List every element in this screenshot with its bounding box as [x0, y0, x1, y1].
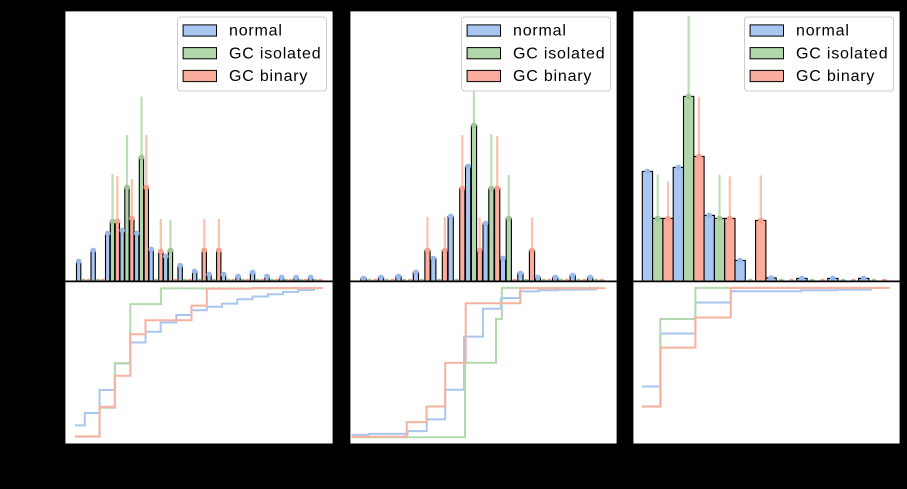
svg-text:normal: normal	[229, 23, 283, 40]
svg-text:GC binary: GC binary	[796, 68, 875, 85]
svg-text:normal: normal	[796, 23, 850, 40]
svg-text:GC isolated: GC isolated	[513, 46, 605, 63]
svg-text:GC isolated: GC isolated	[796, 46, 888, 63]
svg-text:normal: normal	[513, 23, 567, 40]
svg-text:GC binary: GC binary	[513, 68, 592, 85]
svg-text:GC isolated: GC isolated	[229, 46, 321, 63]
svg-text:GC binary: GC binary	[229, 68, 308, 85]
